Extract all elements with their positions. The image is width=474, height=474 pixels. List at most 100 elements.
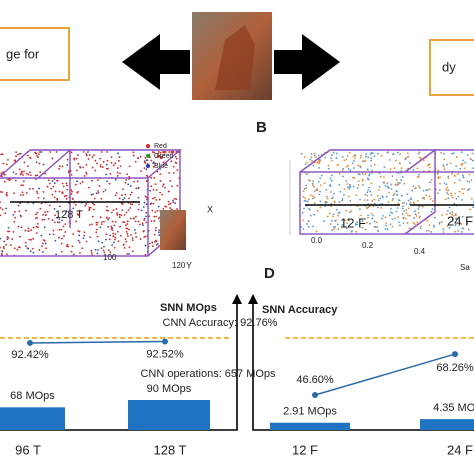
dot bbox=[313, 185, 315, 188]
dot bbox=[142, 224, 144, 226]
dot bbox=[332, 213, 335, 216]
dot bbox=[3, 180, 6, 183]
dot bbox=[341, 199, 344, 202]
dot bbox=[65, 194, 68, 197]
dot bbox=[137, 186, 140, 189]
dot bbox=[384, 184, 387, 187]
dot bbox=[303, 156, 306, 158]
dot bbox=[44, 172, 47, 175]
dot bbox=[359, 166, 362, 169]
dot bbox=[153, 220, 156, 222]
dot bbox=[158, 198, 161, 201]
dot bbox=[372, 214, 374, 217]
dot bbox=[422, 189, 425, 192]
dot bbox=[338, 201, 341, 203]
dot bbox=[134, 232, 137, 235]
dot bbox=[358, 208, 361, 211]
dot bbox=[58, 218, 61, 220]
dot bbox=[30, 238, 32, 241]
dot bbox=[425, 194, 428, 197]
dot bbox=[165, 163, 168, 165]
dot bbox=[118, 216, 121, 218]
dot bbox=[17, 204, 20, 207]
dot bbox=[305, 173, 308, 176]
dot bbox=[313, 154, 316, 157]
dot bbox=[316, 189, 319, 191]
dot bbox=[24, 241, 27, 244]
dot bbox=[451, 196, 454, 199]
dot bbox=[163, 186, 166, 189]
dot bbox=[93, 208, 95, 211]
dot bbox=[434, 216, 436, 219]
dot bbox=[109, 234, 112, 237]
dot bbox=[351, 162, 354, 165]
dot bbox=[352, 155, 355, 158]
dot bbox=[8, 179, 11, 182]
dot bbox=[394, 183, 397, 186]
dot bbox=[71, 245, 74, 248]
dot bbox=[361, 160, 364, 163]
dot bbox=[320, 174, 323, 177]
dot bbox=[382, 215, 384, 217]
dot bbox=[36, 174, 39, 177]
dot bbox=[447, 177, 450, 180]
dot bbox=[11, 238, 14, 241]
dot bbox=[168, 151, 171, 153]
dot bbox=[14, 179, 17, 182]
dot bbox=[464, 161, 467, 164]
dot bbox=[154, 183, 157, 186]
dot bbox=[55, 253, 58, 256]
dot bbox=[35, 152, 38, 155]
dot bbox=[152, 165, 155, 168]
dot bbox=[0, 201, 1, 204]
dot bbox=[319, 184, 322, 187]
dot bbox=[453, 174, 456, 177]
dot bbox=[386, 228, 389, 230]
dot bbox=[367, 216, 369, 219]
dot bbox=[35, 178, 37, 181]
dot bbox=[98, 185, 101, 187]
dot bbox=[88, 154, 91, 156]
dot bbox=[376, 206, 379, 209]
dot bbox=[405, 156, 407, 159]
dot bbox=[117, 240, 120, 243]
dot bbox=[87, 151, 89, 153]
dot bbox=[422, 196, 425, 199]
dot bbox=[32, 251, 35, 254]
dot bbox=[0, 190, 2, 193]
dot bbox=[130, 233, 132, 236]
dot bbox=[162, 161, 165, 164]
line-label: 68.26% bbox=[436, 362, 474, 374]
dot bbox=[371, 199, 374, 202]
dot bbox=[169, 179, 172, 182]
dot bbox=[406, 222, 409, 225]
dot bbox=[366, 199, 369, 202]
dot bbox=[175, 157, 178, 160]
dot bbox=[428, 188, 431, 191]
dot bbox=[443, 165, 445, 168]
dot bbox=[40, 234, 43, 237]
dot bbox=[451, 220, 454, 222]
dot bbox=[88, 209, 90, 212]
dot bbox=[112, 232, 114, 235]
dot bbox=[139, 238, 142, 240]
dot bbox=[144, 235, 147, 238]
dot bbox=[105, 173, 107, 176]
dot bbox=[171, 151, 174, 153]
bar-label: 4.35 MOps bbox=[433, 402, 474, 414]
legend-label: Red bbox=[154, 143, 167, 150]
dot bbox=[440, 151, 443, 154]
dot bbox=[145, 211, 148, 214]
dot bbox=[62, 225, 65, 228]
dot bbox=[5, 163, 8, 166]
dot bbox=[127, 228, 130, 231]
dot bbox=[347, 164, 350, 167]
dot bbox=[419, 215, 421, 218]
dot bbox=[96, 235, 99, 238]
dot bbox=[403, 210, 405, 212]
dot bbox=[347, 195, 350, 198]
dot bbox=[389, 223, 392, 226]
dot bbox=[105, 163, 108, 166]
dot bbox=[331, 220, 333, 222]
line-label: 92.42% bbox=[11, 349, 49, 361]
